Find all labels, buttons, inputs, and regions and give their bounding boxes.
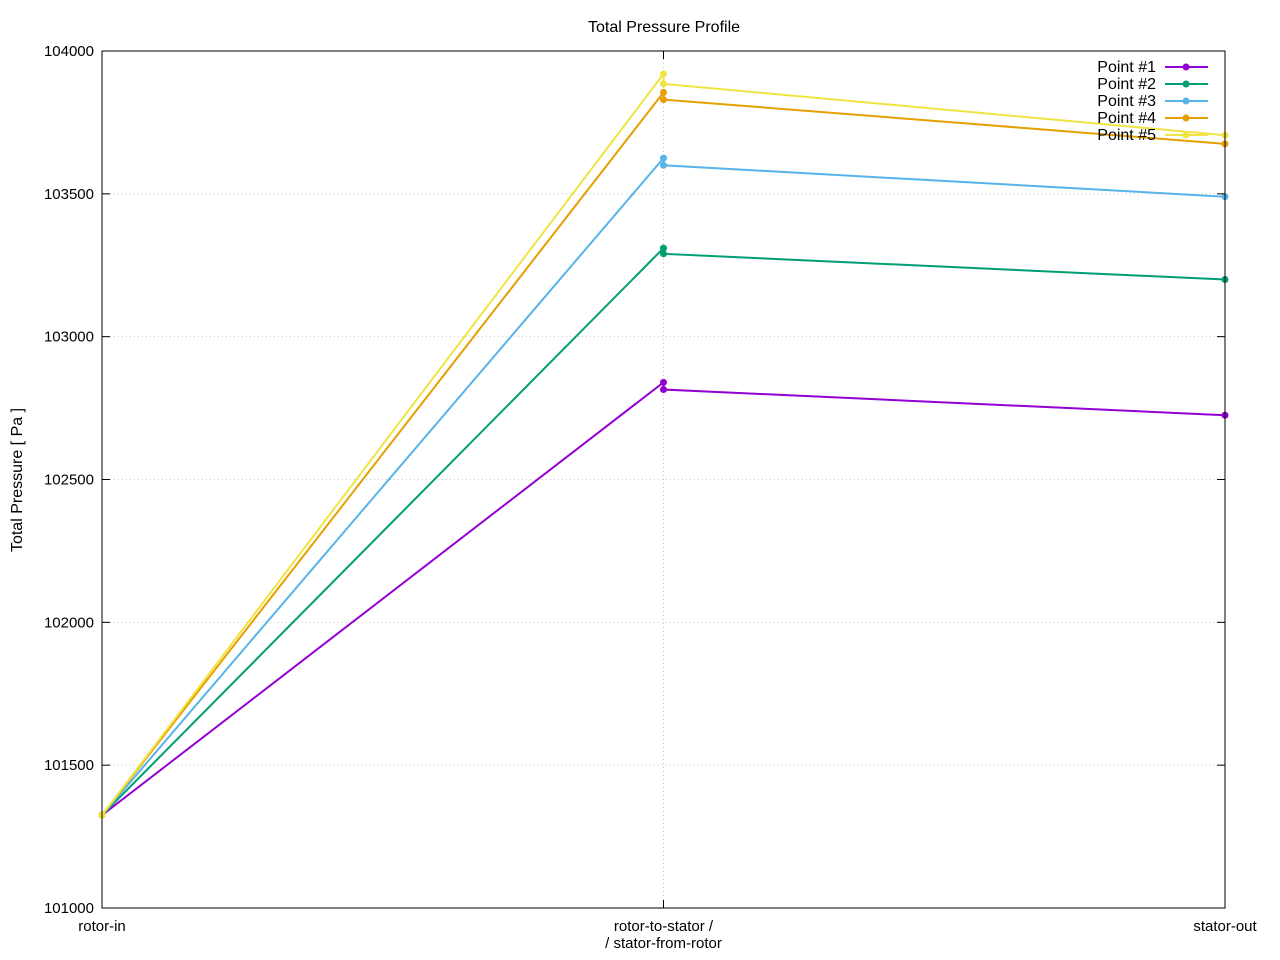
series-4 <box>98 88 1229 819</box>
series-point <box>660 250 667 258</box>
y-tick-label: 101500 <box>44 757 94 774</box>
axis-layer: 101000 101500 102000 102500 103000 103500 1040… <box>44 43 1258 952</box>
series-point <box>660 80 667 88</box>
x-tick-label: rotor-to-stator / <box>614 918 714 935</box>
series-line <box>101 155 1226 816</box>
series-point <box>660 386 667 394</box>
y-tick-label: 104000 <box>44 43 94 60</box>
y-tick-label: 102000 <box>44 614 94 631</box>
legend-label: Point #2 <box>1097 76 1156 93</box>
legend-marker <box>1182 131 1190 139</box>
y-tick-label: 102500 <box>44 472 94 489</box>
series-line <box>101 380 1226 816</box>
x-tick-label: / stator-from-rotor <box>605 935 722 952</box>
x-tick-label: stator-out <box>1193 918 1257 935</box>
legend-label: Point #3 <box>1097 93 1156 110</box>
series-layer <box>98 70 1229 819</box>
x-tick-label: rotor-in <box>78 918 126 935</box>
legend-entry: Point #3 <box>1097 93 1208 110</box>
series-point <box>660 244 667 252</box>
legend-entry: Point #5 <box>1097 127 1208 144</box>
legend-entry: Point #4 <box>1097 110 1208 127</box>
y-tick-label: 101000 <box>44 900 94 917</box>
series-line <box>101 70 1226 816</box>
legend-marker <box>1182 63 1190 71</box>
series-point <box>660 154 667 162</box>
legend-marker <box>1182 97 1190 105</box>
chart-title: Total Pressure Profile <box>588 19 740 36</box>
series-point <box>660 70 667 78</box>
legend-label: Point #5 <box>1097 127 1156 144</box>
y-axis-label: Total Pressure [ Pa ] <box>9 408 26 552</box>
series-line <box>101 89 1226 816</box>
legend-entry: Point #2 <box>1097 76 1208 93</box>
legend-marker <box>1182 80 1190 88</box>
series-point <box>660 88 667 96</box>
series-point <box>660 96 667 104</box>
series-point <box>660 161 667 169</box>
series-1 <box>98 378 1229 819</box>
series-point <box>660 378 667 386</box>
legend-entry: Point #1 <box>1097 59 1208 76</box>
y-tick-label: 103500 <box>44 186 94 203</box>
legend-marker <box>1182 114 1190 122</box>
legend-label: Point #4 <box>1097 110 1156 127</box>
legend-label: Point #1 <box>1097 59 1156 76</box>
grid-layer <box>102 51 1225 908</box>
series-5 <box>98 70 1229 819</box>
y-tick-label: 103000 <box>44 329 94 346</box>
